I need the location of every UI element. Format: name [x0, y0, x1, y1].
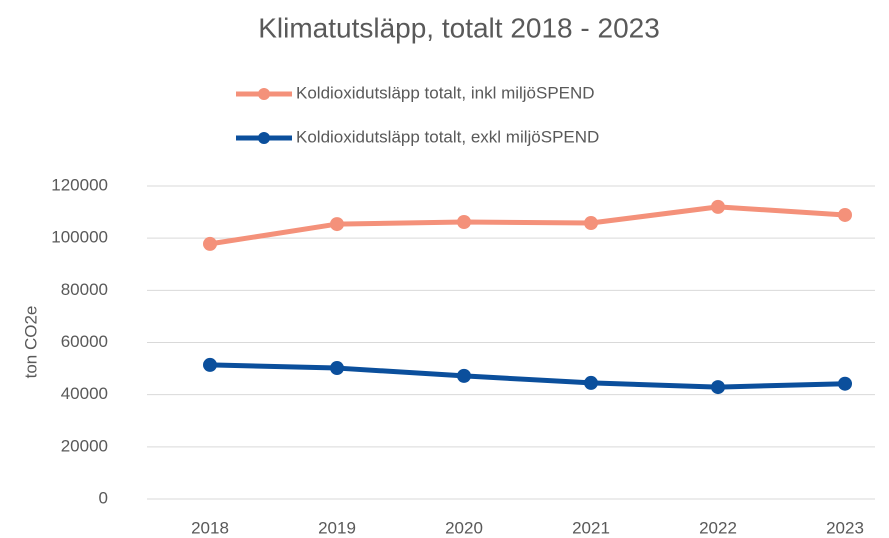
y-tick-label: 60000 [61, 332, 108, 351]
y-tick-label: 40000 [61, 384, 108, 403]
chart-title: Klimatutsläpp, totalt 2018 - 2023 [258, 12, 660, 43]
legend-label: Koldioxidutsläpp totalt, inkl miljöSPEND [296, 83, 595, 102]
x-tick-label: 2019 [318, 518, 356, 537]
y-axis-label: ton CO2e [21, 306, 40, 379]
data-point [457, 214, 471, 229]
y-tick-label: 0 [99, 488, 108, 507]
data-point [584, 375, 598, 390]
y-tick-label: 80000 [61, 280, 108, 299]
data-point [838, 207, 852, 222]
y-tick-label: 100000 [51, 228, 108, 247]
legend-marker [258, 88, 270, 100]
series-line [209, 204, 846, 247]
legend-marker [258, 132, 270, 144]
data-point [838, 376, 852, 391]
data-point [457, 368, 471, 383]
data-point [203, 236, 217, 251]
data-point [330, 217, 344, 232]
y-tick-label: 20000 [61, 436, 108, 455]
data-point [711, 199, 725, 214]
legend-label: Koldioxidutsläpp totalt, exkl miljöSPEND [296, 127, 599, 146]
x-tick-label: 2020 [445, 518, 483, 537]
x-tick-label: 2021 [572, 518, 610, 537]
y-tick-label: 120000 [51, 175, 108, 194]
data-point [203, 357, 217, 372]
x-tick-label: 2018 [191, 518, 229, 537]
data-point [711, 380, 725, 395]
data-point [584, 216, 598, 231]
x-tick-label: 2023 [826, 518, 864, 537]
x-tick-label: 2022 [699, 518, 737, 537]
series-line [209, 362, 846, 390]
data-point [330, 361, 344, 376]
